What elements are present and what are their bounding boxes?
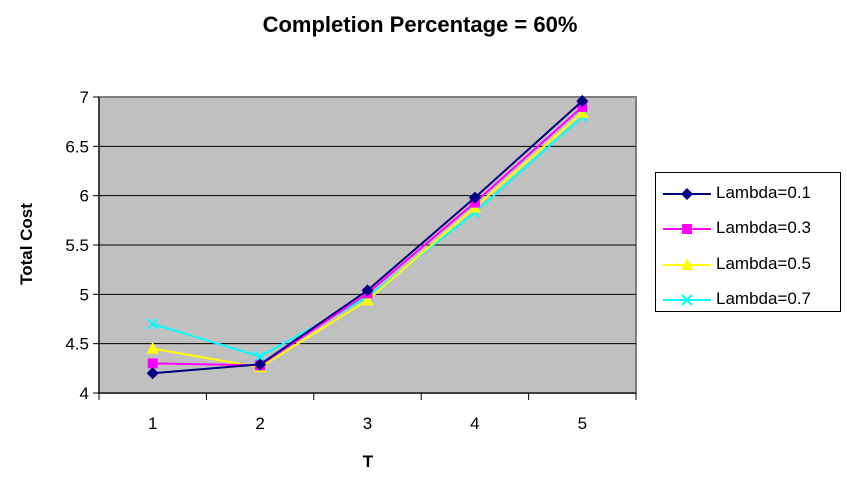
y-tick-label: 7 (80, 88, 89, 107)
x-axis-label: T (362, 452, 374, 471)
legend-label: Lambda=0.5 (716, 254, 811, 273)
legend: Lambda=0.1 Lambda=0.3 Lambda=0.5 Lambda=… (655, 172, 841, 312)
diamond-marker-icon (681, 188, 693, 200)
x-tick-label: 3 (363, 414, 372, 433)
square-marker-icon (682, 224, 692, 234)
x-tick-label: 4 (470, 414, 479, 433)
y-tick-label: 4.5 (65, 335, 89, 354)
legend-label: Lambda=0.3 (716, 218, 811, 237)
legend-item-lambda-0.7: Lambda=0.7 (656, 288, 840, 312)
legend-item-lambda-0.5: Lambda=0.5 (656, 253, 840, 277)
legend-label: Lambda=0.7 (716, 289, 811, 308)
y-tick-label: 6 (80, 187, 89, 206)
x-tick-label: 2 (255, 414, 264, 433)
triangle-marker-icon (681, 258, 693, 270)
y-tick-label: 5.5 (65, 236, 89, 255)
legend-label: Lambda=0.1 (716, 183, 811, 202)
x-marker-icon (681, 294, 693, 306)
legend-item-lambda-0.3: Lambda=0.3 (656, 217, 840, 241)
x-tick-label: 1 (148, 414, 157, 433)
y-tick-label: 6.5 (65, 137, 89, 156)
x-tick-label: 5 (578, 414, 587, 433)
chart-title: Completion Percentage = 60% (262, 12, 578, 37)
y-tick-label: 5 (80, 285, 89, 304)
legend-item-lambda-0.1: Lambda=0.1 (656, 182, 840, 206)
y-tick-label: 4 (80, 384, 89, 403)
series-Lambda=0.1 (146, 94, 589, 380)
